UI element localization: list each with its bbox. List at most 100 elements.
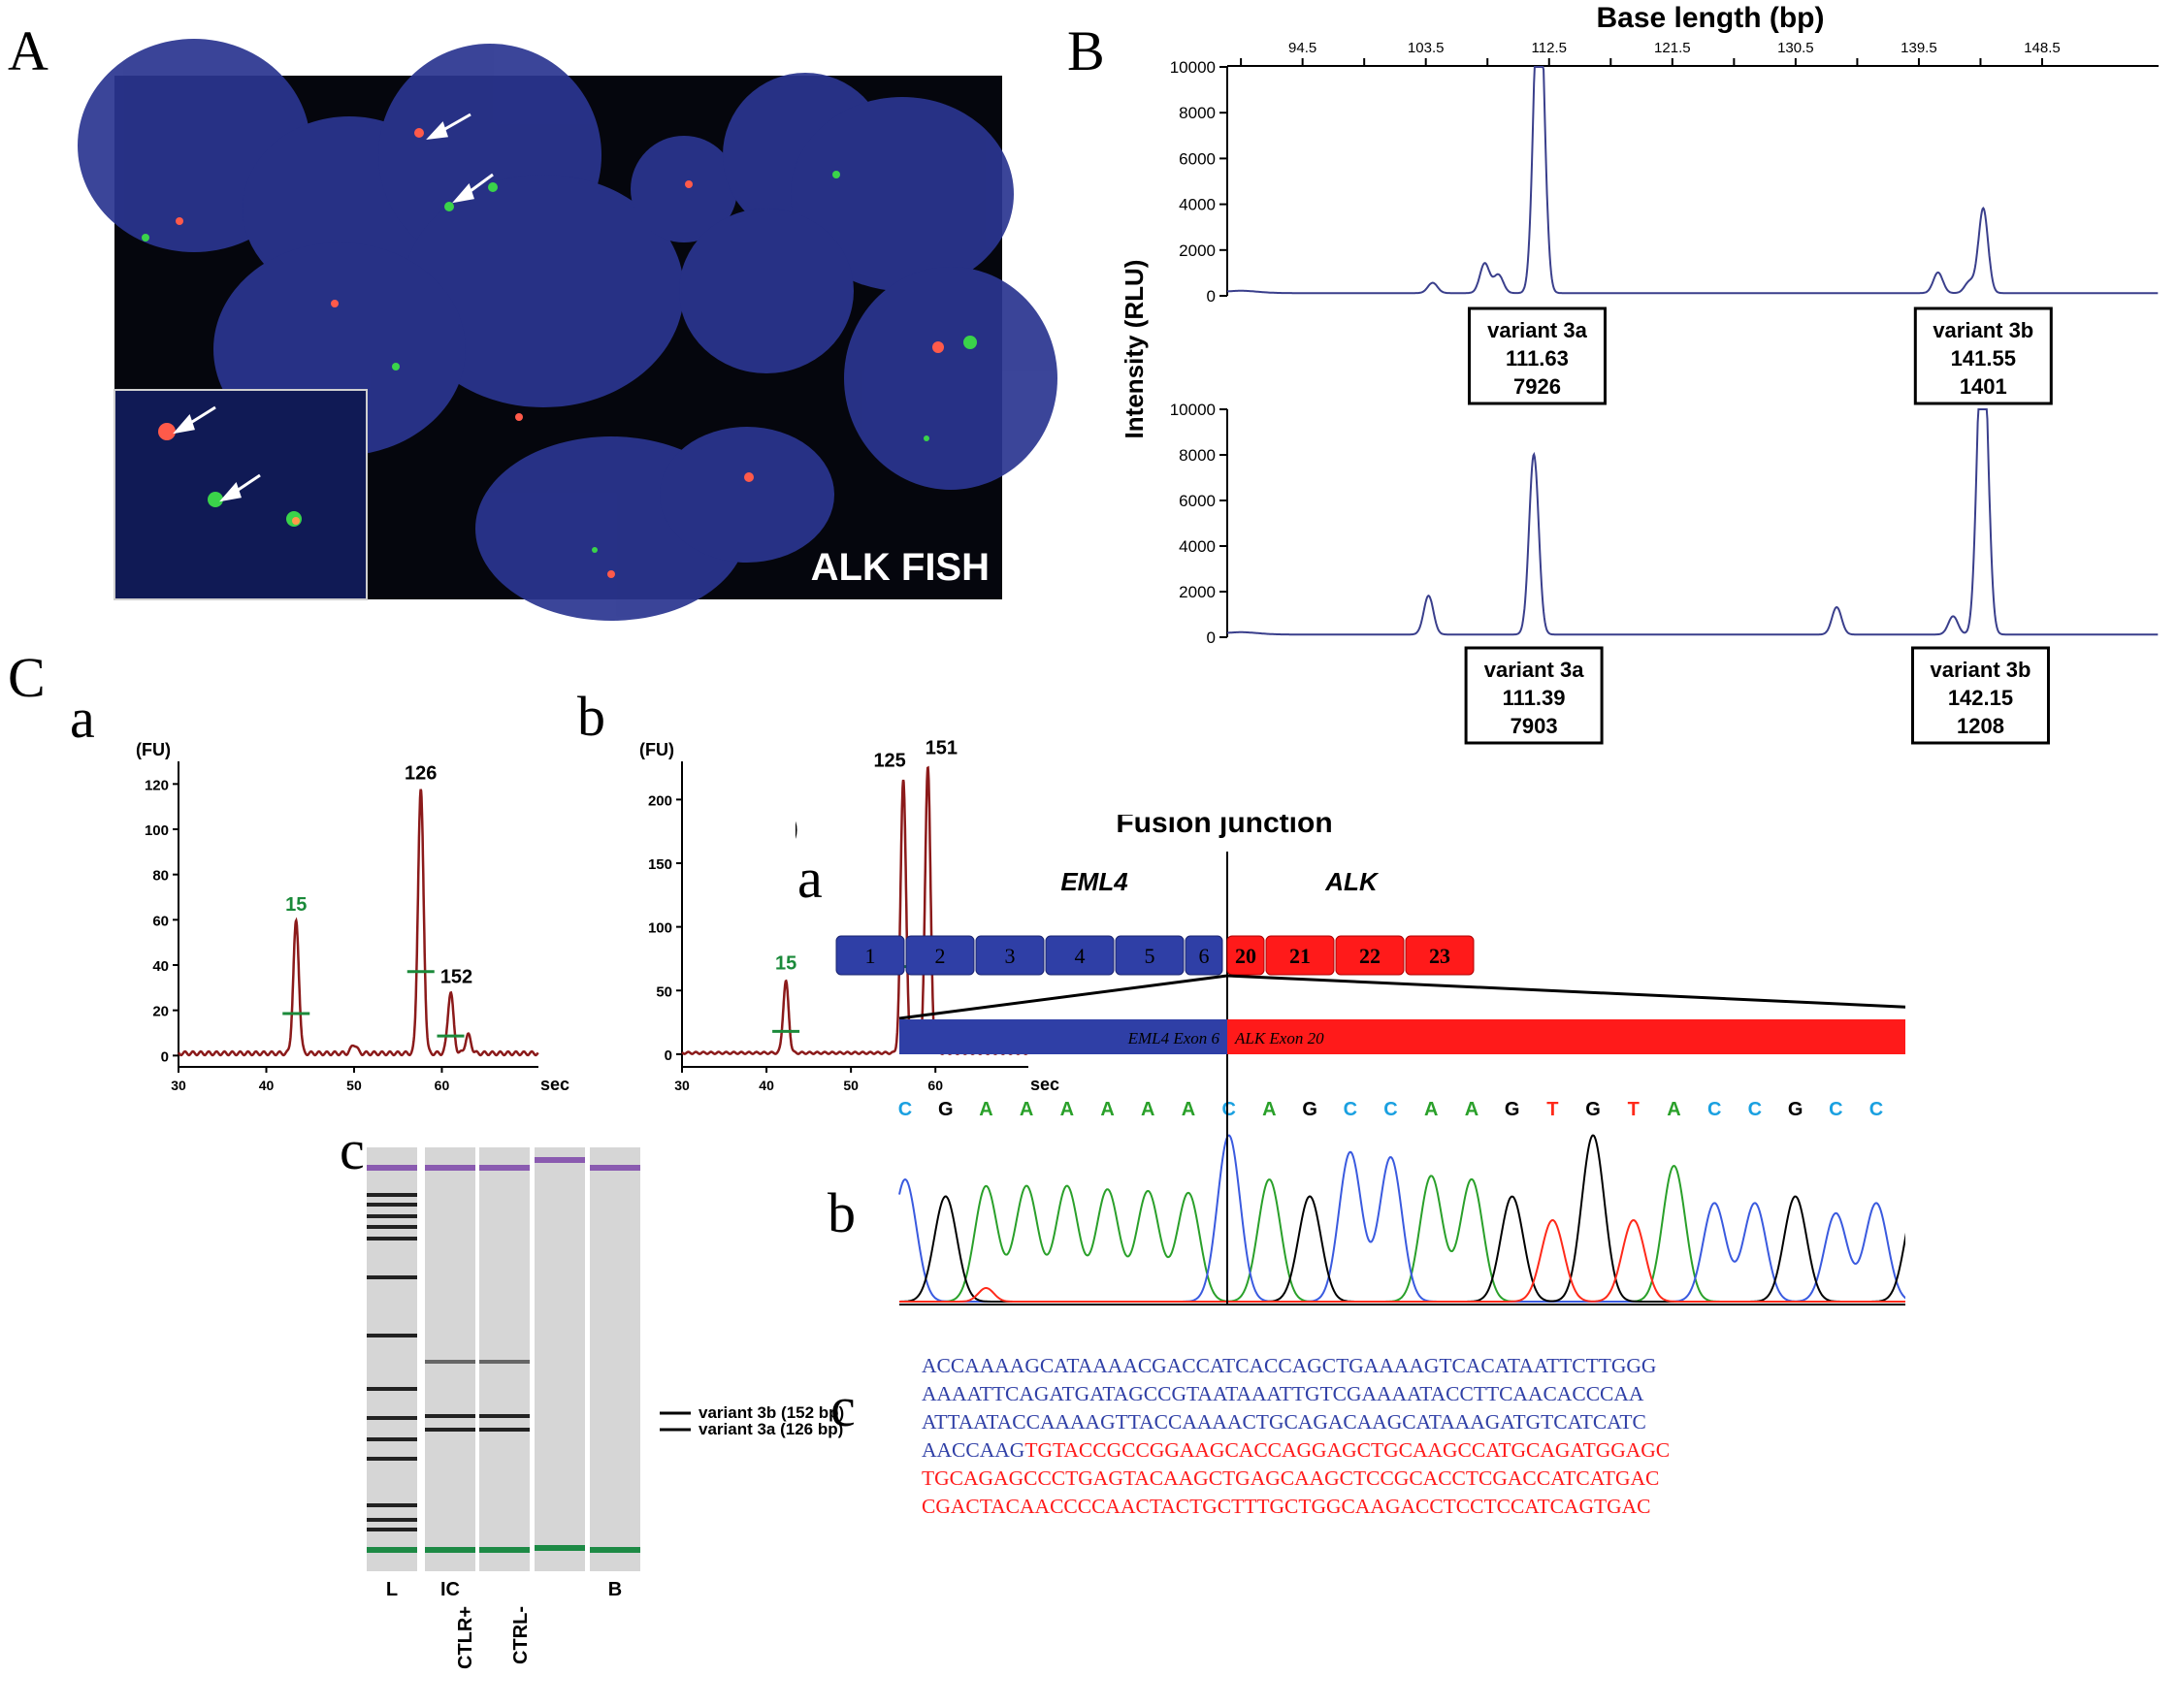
sequence-base: C <box>898 1099 912 1120</box>
b-bottom-y-tick: 6000 <box>1179 492 1216 510</box>
chromatogram: CGAAAAAACAGCCAAGTGTACCGCCGGAAGCA <box>898 1096 1905 1305</box>
svg-text:2: 2 <box>935 944 946 968</box>
gel-ladder-band <box>367 1437 417 1441</box>
sequence-line: CGACTACAACCCCAACTACTGCTTTGCTGGCAAGACCTCC… <box>922 1495 1651 1518</box>
gel-lane <box>367 1147 417 1571</box>
c-a-x-tick: 30 <box>171 1078 186 1093</box>
panel-b-letter: B <box>1067 19 1105 82</box>
b-x-tick: 112.5 <box>1532 40 1567 56</box>
gel-ladder-band <box>367 1387 417 1391</box>
gene-label-alk: ALK <box>1324 867 1380 896</box>
c-a-y-unit: (FU) <box>136 740 171 759</box>
sequence-base: A <box>1262 1099 1276 1120</box>
sequence-base: G <box>1585 1099 1601 1120</box>
chromatogram-trace-T <box>899 1218 1905 1303</box>
b-x-tick: 130.5 <box>1777 40 1814 56</box>
c-b-y-tick: 0 <box>665 1047 672 1064</box>
c-a-peak-label: 152 <box>440 966 472 987</box>
sequence-base: G <box>1788 1099 1803 1120</box>
gel-sample-band <box>425 1360 475 1364</box>
svg-text:20: 20 <box>1235 944 1256 968</box>
b-top-y-tick: 2000 <box>1179 242 1216 260</box>
b-top-y-tick: 4000 <box>1179 196 1216 214</box>
c-b-y-tick: 200 <box>648 792 672 809</box>
b-bottom-box-3a: variant 3a 111.39 7903 <box>1464 646 1604 745</box>
c-a-y-tick: 80 <box>152 868 169 885</box>
c-b-x-tick: 40 <box>759 1078 774 1093</box>
panel-a: A <box>8 19 1057 621</box>
svg-text:22: 22 <box>1359 944 1381 968</box>
gel-ladder-band <box>367 1275 417 1279</box>
b-bottom-y-tick: 10000 <box>1170 401 1216 419</box>
sequence-base: C <box>1344 1099 1357 1120</box>
gel-sample-band <box>479 1360 530 1364</box>
c-a-peak-label: 15 <box>285 894 307 916</box>
b-bottom-y-tick: 8000 <box>1179 446 1216 465</box>
gel-ladder-band <box>367 1193 417 1197</box>
sequence-base: G <box>1302 1099 1317 1120</box>
panel-d-letter: D <box>796 815 799 861</box>
panel-c-c-letter: c <box>340 1118 365 1181</box>
gel-lane <box>590 1147 640 1571</box>
sequence-base: C <box>1707 1099 1721 1120</box>
panel-c-letter: C <box>8 646 46 709</box>
b-top-y-tick: 0 <box>1207 287 1216 306</box>
svg-text:6: 6 <box>1199 944 1210 968</box>
b-top-y-tick: 10000 <box>1170 58 1216 77</box>
c-b-x-tick: 50 <box>843 1078 859 1093</box>
gel-lane-label: CTLR+ <box>455 1606 476 1669</box>
panel-b: B Base length (bp) Intensity (RLU) 94.5 1… <box>1067 2 2159 745</box>
panel-d-c-letter: c <box>830 1375 856 1438</box>
c-a-trace <box>178 789 539 1057</box>
gel-ladder-band <box>367 1237 417 1241</box>
exon-eml4: 2 <box>905 935 975 976</box>
fusion-title: Fusion junction <box>1116 815 1332 839</box>
sequence-base: C <box>1221 1099 1235 1120</box>
exon-alk: 23 <box>1405 935 1475 976</box>
panel-d-b-letter: b <box>828 1181 856 1244</box>
sequence-base: C <box>1383 1099 1397 1120</box>
sequence-base: T <box>1628 1099 1640 1120</box>
sequence-base: A <box>1465 1099 1478 1120</box>
c-b-y-unit: (FU) <box>639 740 674 759</box>
c-a-y-tick: 60 <box>152 913 169 929</box>
fusion-sequence: ACCAAAAGCATAAAACGACCATCACCAGCTGAAAAGTCAC… <box>922 1354 1670 1518</box>
gel-sample-band <box>425 1414 475 1418</box>
gel-sample-band <box>479 1428 530 1432</box>
b-bottom-box-3a-line: 7903 <box>1511 714 1558 738</box>
gel-lane <box>425 1147 475 1571</box>
c-a-x-tick: 60 <box>435 1078 450 1093</box>
exon6-bar: EML4 Exon 6 <box>899 1019 1227 1054</box>
svg-text:3: 3 <box>1005 944 1016 968</box>
c-a-peak-label: 126 <box>405 763 437 785</box>
exon-alk: 21 <box>1265 935 1335 976</box>
c-b-peak-label: 15 <box>775 952 796 974</box>
svg-text:ALK Exon 20: ALK Exon 20 <box>1234 1029 1324 1047</box>
gel-ladder-band <box>367 1528 417 1531</box>
sequence-base: A <box>1020 1099 1033 1120</box>
fish-inset <box>114 389 368 600</box>
gel-ladder-band <box>367 1225 417 1229</box>
b-bottom-box-3a-line: variant 3a <box>1484 658 1584 682</box>
panel-d-a-letter: a <box>797 847 823 910</box>
b-x-tick: 148.5 <box>2024 40 2061 56</box>
panel-c-b-letter: b <box>577 685 605 748</box>
sequence-line: TGCAGAGCCCTGAGTACAAGCTGAGCAAGCTCCGCACCTC… <box>922 1466 1659 1490</box>
exon-alk: 22 <box>1335 935 1405 976</box>
gel-lane <box>479 1147 530 1571</box>
gel-ladder-band <box>367 1416 417 1420</box>
c-a-y-tick: 0 <box>161 1048 169 1065</box>
gel-lane <box>535 1147 585 1571</box>
sequence-line: ATTAATACCAAAAGTTACCAAAACTGCAGACAAGCATAAA… <box>922 1410 1646 1434</box>
sequence-base: C <box>1829 1099 1842 1120</box>
exon-eml4: 5 <box>1115 935 1185 976</box>
exon-eml4: 1 <box>835 935 905 976</box>
exon20-bar: ALK Exon 20 <box>1227 1019 1905 1054</box>
b-top-box-3a-line: 111.63 <box>1506 346 1569 371</box>
gel-ladder-band <box>367 1457 417 1461</box>
sequence-base: G <box>1505 1099 1520 1120</box>
svg-text:21: 21 <box>1289 944 1311 968</box>
exon-eml4: 4 <box>1045 935 1115 976</box>
c-b-x-tick: 60 <box>927 1078 943 1093</box>
